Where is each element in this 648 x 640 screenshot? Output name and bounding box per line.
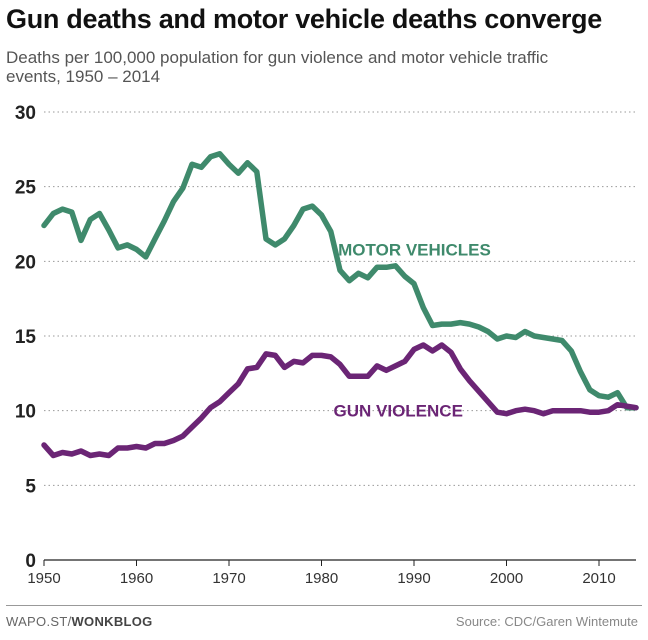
x-tick-label: 1970 bbox=[212, 570, 245, 587]
footer-source-prefix: WAPO.ST/ bbox=[6, 614, 72, 629]
footer-source-brand: WONKBLOG bbox=[71, 614, 153, 629]
y-tick-label: 10 bbox=[15, 402, 36, 423]
chart-subtitle: Deaths per 100,000 population for gun vi… bbox=[6, 48, 549, 86]
y-tick-label: 25 bbox=[15, 178, 37, 199]
y-tick-label: 15 bbox=[15, 327, 37, 348]
x-tick-label: 1960 bbox=[120, 570, 153, 587]
chart-title: Gun deaths and motor vehicle deaths conv… bbox=[6, 4, 602, 34]
y-tick-label: 20 bbox=[15, 252, 36, 273]
series-line-gun-violence bbox=[41, 342, 639, 459]
x-tick-label: 2010 bbox=[582, 570, 615, 587]
x-tick-label: 1950 bbox=[27, 570, 60, 587]
grid bbox=[44, 111, 636, 561]
footer-divider bbox=[6, 605, 642, 606]
y-tick-label: 0 bbox=[25, 551, 36, 572]
y-tick-label: 30 bbox=[15, 103, 36, 124]
x-tick-label: 2000 bbox=[490, 570, 523, 587]
series-label-gun-violence: GUN VIOLENCE bbox=[334, 402, 463, 421]
y-axis: 0 5 10 15 20 25 30 bbox=[15, 103, 37, 572]
x-tick-label: 1980 bbox=[305, 570, 338, 587]
x-tick-label: 1990 bbox=[397, 570, 430, 587]
line-chart: 0 5 10 15 20 25 30 1950 1960 1970 1980 1990 2000 201… bbox=[15, 103, 639, 587]
footer-source: WAPO.ST/WONKBLOG bbox=[6, 614, 153, 629]
y-tick-label: 5 bbox=[25, 476, 36, 497]
series-line-motor-vehicles bbox=[41, 151, 639, 411]
series-label-motor-vehicles: MOTOR VEHICLES bbox=[338, 240, 491, 259]
series-lines bbox=[41, 151, 639, 459]
series-labels: MOTOR VEHICLES GUN VIOLENCE bbox=[334, 240, 491, 420]
x-axis: 1950 1960 1970 1980 1990 2000 2010 bbox=[27, 560, 616, 587]
footer-credit: Source: CDC/Garen Wintemute bbox=[455, 614, 638, 629]
